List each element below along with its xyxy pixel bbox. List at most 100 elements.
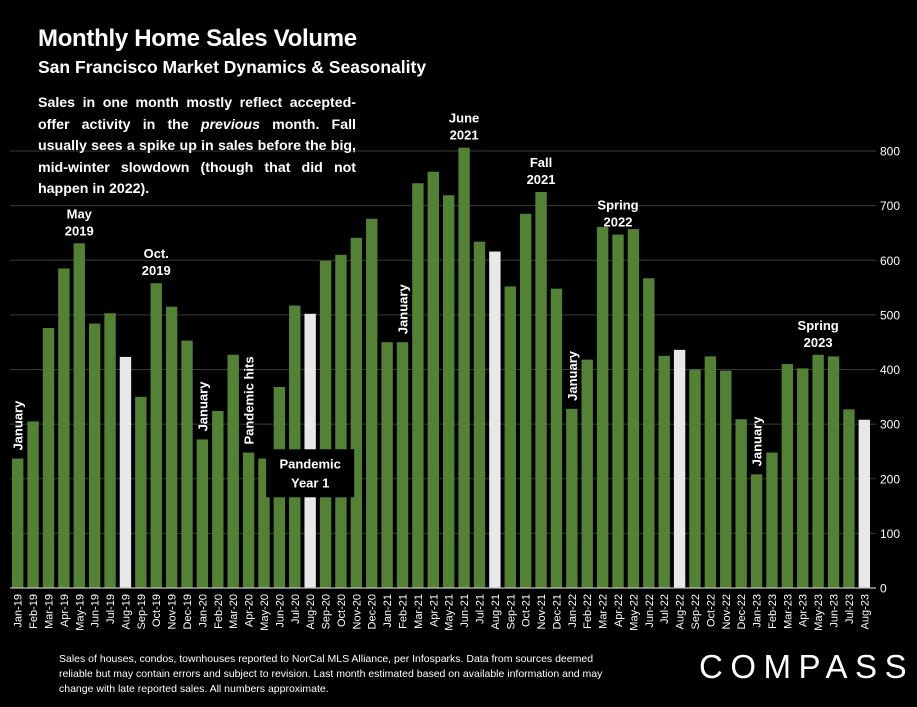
x-tick-label: Jun-21 (459, 594, 471, 628)
annotation-label: Pandemic hits (242, 356, 257, 444)
annotation-label: May (67, 206, 93, 221)
bar (12, 458, 24, 588)
annotation-label: Pandemic (279, 456, 340, 471)
bar (458, 147, 470, 588)
x-tick-label: Nov-22 (721, 594, 733, 629)
x-tick-label: Feb-20 (213, 594, 225, 629)
x-tick-label: Nov-20 (351, 594, 363, 629)
bar (643, 278, 655, 588)
bar (827, 356, 840, 588)
x-tick-label: Feb-22 (582, 594, 594, 629)
bar (119, 356, 132, 588)
annotation-box (266, 449, 355, 498)
y-tick-label: 500 (880, 308, 900, 322)
compass-logo: COMPASS (699, 648, 915, 685)
x-tick-label: Jul-22 (659, 594, 671, 624)
y-tick-label: 700 (880, 199, 900, 213)
x-tick-label: Nov-21 (536, 594, 548, 629)
x-tick-label: Dec-22 (736, 594, 748, 629)
x-tick-label: Feb-23 (767, 594, 779, 629)
bar (381, 342, 393, 588)
x-tick-label: Jun-20 (274, 594, 286, 628)
y-tick-label: 0 (880, 582, 887, 596)
bar (566, 408, 578, 588)
x-tick-label: Aug-21 (490, 594, 502, 629)
bar (242, 452, 255, 588)
x-tick-label: Nov-19 (167, 594, 179, 629)
annotation-label: January (195, 381, 210, 432)
annotation-label: 2023 (804, 335, 833, 350)
bar (766, 452, 778, 588)
bar (196, 439, 209, 588)
annotation-label: Spring (597, 198, 638, 213)
x-tick-label: Jan-19 (13, 594, 25, 628)
intro-part-2: month. Fall usually sees a spike up in s… (38, 116, 356, 198)
bar (366, 218, 378, 589)
x-tick-label: Apr-20 (244, 594, 256, 627)
bar (289, 305, 301, 588)
bar (720, 370, 732, 588)
annotation-label: January (750, 416, 765, 467)
bar (396, 342, 409, 588)
bar (181, 340, 193, 588)
x-tick-label: Sep-21 (505, 594, 517, 629)
bar (258, 458, 270, 588)
annotation-label: 2021 (527, 172, 556, 187)
bar (443, 195, 455, 588)
bar (58, 268, 70, 588)
x-tick-label: Sep-19 (136, 594, 148, 629)
bar (73, 243, 85, 588)
annotation-label: Spring (798, 318, 839, 333)
annotation-label: Oct. (144, 246, 169, 261)
y-tick-label: 400 (880, 363, 900, 377)
annotation-label: 2019 (65, 223, 94, 238)
x-tick-label: Jun-22 (644, 594, 656, 628)
annotation-label: January (396, 284, 411, 335)
bar (135, 396, 147, 588)
bar (627, 229, 640, 588)
bar (504, 286, 516, 588)
bar (42, 327, 55, 588)
x-tick-label: Mar-22 (598, 594, 610, 629)
x-tick-label: Apr-21 (428, 594, 440, 627)
intro-emphasis: previous (200, 116, 260, 133)
x-tick-label: May-21 (444, 594, 456, 631)
bar (612, 234, 624, 589)
x-tick-label: May-19 (74, 594, 86, 631)
x-tick-label: Mar-20 (228, 594, 240, 629)
x-tick-label: Jun-19 (90, 594, 102, 628)
x-tick-label: Jun-23 (829, 594, 841, 628)
bar (150, 283, 162, 588)
annotation-label: Year 1 (291, 475, 329, 490)
annotation-label: 2021 (450, 128, 479, 143)
x-tick-label: Oct-21 (521, 594, 533, 627)
chart-subtitle: San Francisco Market Dynamics & Seasonal… (38, 57, 427, 77)
bar (843, 409, 855, 588)
x-tick-label: Oct-19 (151, 594, 163, 627)
intro-text: Sales in one month mostly reflect accept… (38, 93, 356, 201)
annotation-label: January (565, 350, 580, 401)
x-tick-label: Feb-19 (28, 594, 40, 629)
bar (550, 288, 563, 588)
x-tick-label: Mar-21 (413, 594, 425, 629)
bar (319, 260, 332, 588)
bar (350, 237, 363, 588)
bar (473, 241, 486, 589)
annotation-label: Fall (530, 155, 552, 170)
bar (812, 354, 824, 588)
x-tick-label: Aug-23 (859, 594, 871, 629)
bar (104, 313, 116, 588)
bar (596, 226, 609, 588)
bar (412, 183, 424, 588)
intro-part-1: Sales in one month mostly reflect accept… (38, 95, 356, 133)
x-tick-label: Jul-20 (290, 594, 302, 624)
bar (658, 355, 670, 588)
x-tick-label: Oct-22 (705, 594, 717, 627)
x-tick-label: Oct-20 (336, 594, 348, 627)
annotation-label: January (11, 400, 26, 451)
x-tick-label: May-22 (628, 594, 640, 631)
bar (88, 323, 101, 588)
y-tick-label: 100 (880, 527, 900, 541)
x-tick-label: Dec-21 (551, 594, 563, 629)
